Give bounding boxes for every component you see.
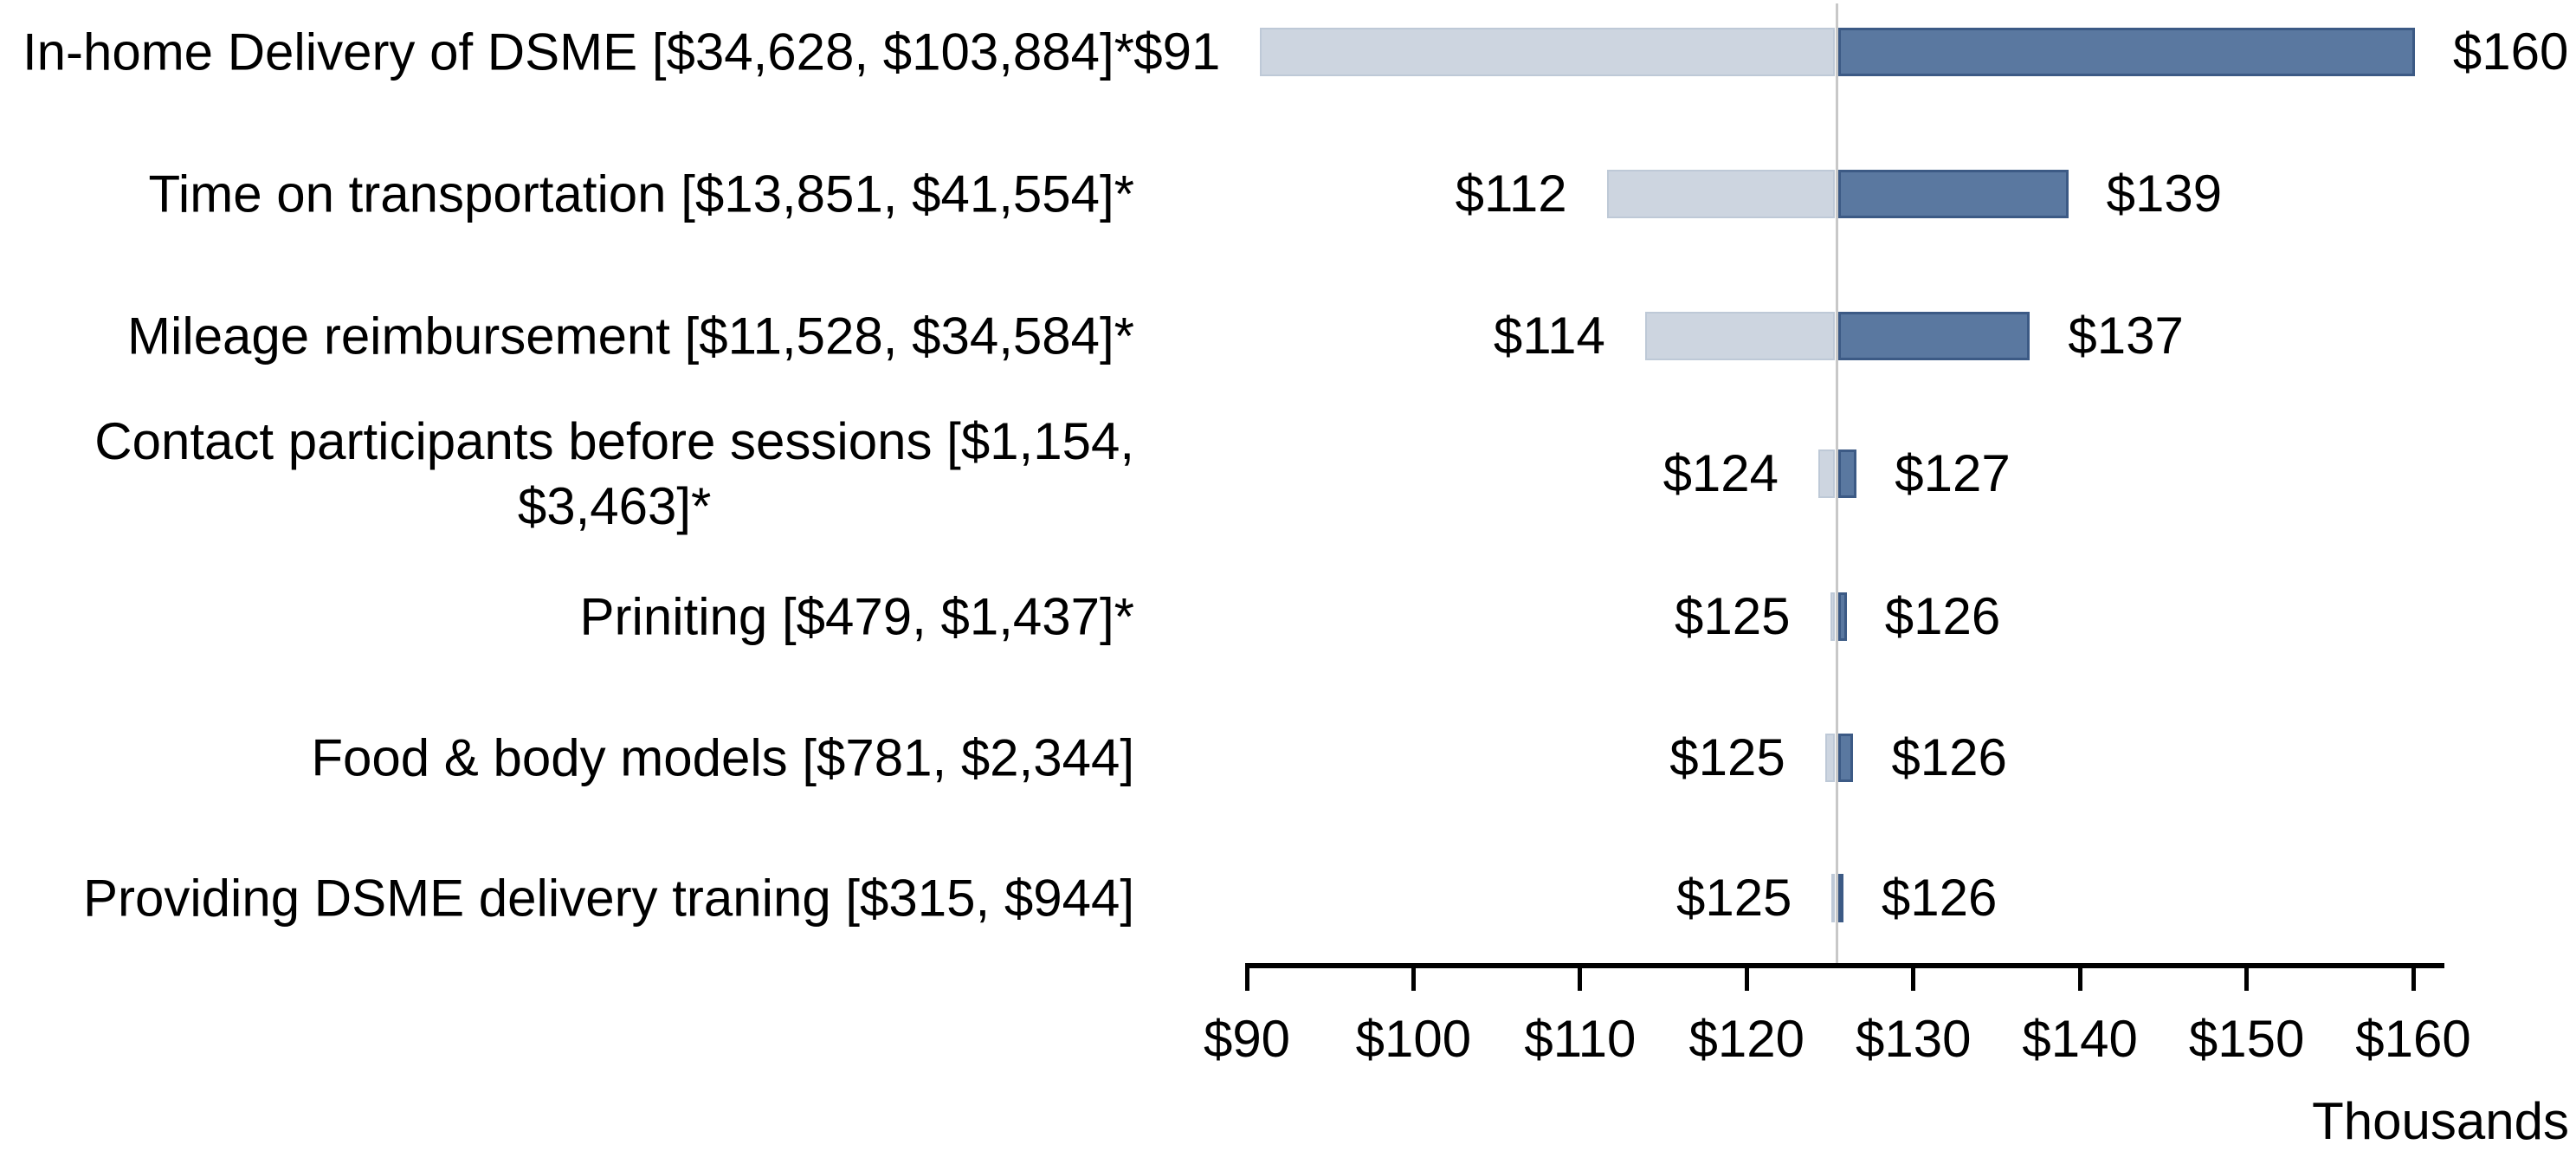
x-axis-tick	[1411, 963, 1416, 991]
x-axis-tick	[2411, 963, 2416, 991]
high-value-label: $127	[1895, 444, 2011, 502]
category-label: Priniting [$479, $1,437]*	[579, 587, 1134, 646]
x-axis-tick	[2077, 963, 2082, 991]
x-axis-tick	[1578, 963, 1583, 991]
x-axis-tick-label: $140	[2022, 1010, 2138, 1068]
x-axis-tick	[1911, 963, 1916, 991]
x-axis-tick-label: $90	[1203, 1010, 1291, 1068]
axis-unit-label: Thousands	[2312, 1092, 2569, 1150]
low-value-label: $125	[1675, 869, 1792, 927]
category-label: Time on transportation [$13,851, $41,554…	[148, 165, 1134, 223]
high-value-label: $139	[2106, 165, 2223, 223]
category-label: Providing DSME delivery traning [$315, $…	[82, 869, 1134, 928]
x-axis-tick-label: $120	[1688, 1010, 1805, 1068]
category-label: Contact participants before sessions [$1…	[94, 412, 1134, 535]
x-axis-line	[1245, 963, 2444, 968]
low-value-bar	[1606, 170, 1836, 218]
low-value-label: $112	[1455, 165, 1567, 223]
low-value-label: $124	[1662, 444, 1779, 502]
low-value-bar	[1830, 592, 1836, 641]
high-value-label: $126	[1884, 587, 2001, 645]
x-axis-tick-label: $100	[1355, 1010, 1472, 1068]
high-value-label: $126	[1891, 728, 2007, 786]
high-value-bar	[1838, 312, 2030, 360]
high-value-bar	[1838, 734, 1854, 782]
low-value-bar	[1831, 874, 1836, 922]
base-value-reference-line	[1835, 3, 1838, 963]
high-value-bar	[1838, 170, 2069, 218]
low-value-bar	[1644, 312, 1836, 360]
x-axis-tick	[1244, 963, 1249, 991]
x-axis-tick	[1744, 963, 1749, 991]
category-label: Mileage reimbursement [$11,528, $34,584]…	[127, 307, 1134, 365]
x-axis-tick-label: $110	[1524, 1010, 1637, 1068]
low-value-label: $125	[1669, 728, 1785, 786]
high-value-label: $137	[2068, 307, 2184, 365]
category-label: In-home Delivery of DSME [$34,628, $103,…	[22, 23, 1134, 81]
high-value-label: $160	[2452, 23, 2569, 81]
x-axis-tick-label: $150	[2188, 1010, 2305, 1068]
high-value-label: $126	[1881, 869, 1998, 927]
high-value-bar	[1838, 449, 1857, 498]
high-value-bar	[1838, 28, 2415, 76]
x-axis-tick-label: $160	[2355, 1010, 2471, 1068]
high-value-bar	[1838, 592, 1847, 641]
low-value-label: $114	[1493, 307, 1605, 365]
low-value-bar	[1260, 28, 1836, 76]
x-axis-tick	[2244, 963, 2250, 991]
high-value-bar	[1838, 874, 1844, 922]
category-label: Food & body models [$781, $2,344]	[311, 728, 1134, 787]
low-value-label: $125	[1675, 587, 1791, 645]
low-value-bar	[1818, 449, 1836, 498]
low-value-label: $91	[1133, 23, 1221, 81]
x-axis-tick-label: $130	[1855, 1010, 1972, 1068]
low-value-bar	[1824, 734, 1836, 782]
